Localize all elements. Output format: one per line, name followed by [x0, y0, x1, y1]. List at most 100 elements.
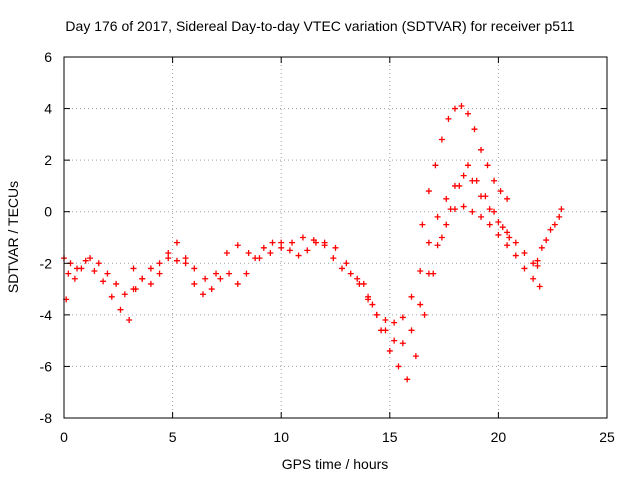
- data-point: [165, 255, 172, 262]
- data-point: [121, 291, 128, 298]
- data-point: [521, 249, 528, 256]
- data-point: [330, 255, 337, 262]
- data-point: [408, 293, 415, 300]
- data-point: [419, 221, 426, 228]
- data-point: [286, 247, 293, 254]
- data-point: [391, 319, 398, 326]
- data-point: [182, 260, 189, 267]
- data-point: [365, 296, 372, 303]
- data-point: [117, 306, 124, 313]
- data-point: [234, 242, 241, 249]
- data-point: [139, 275, 146, 282]
- x-tick-label: 10: [273, 429, 289, 445]
- data-point: [369, 301, 376, 308]
- data-point: [421, 311, 428, 318]
- x-axis-label: GPS time / hours: [281, 456, 389, 472]
- data-point: [267, 249, 274, 256]
- series-track-e: [534, 206, 565, 264]
- data-point: [108, 293, 115, 300]
- axis-ticks: 0 5 10 15 20 25 -8 -6 -4 -2 0 2 4 6: [40, 49, 615, 445]
- data-point: [543, 237, 550, 244]
- data-point: [217, 275, 224, 282]
- data-point: [104, 270, 111, 277]
- data-point: [87, 255, 94, 262]
- data-point: [443, 221, 450, 228]
- data-point: [245, 249, 252, 256]
- data-point: [495, 231, 502, 238]
- series-track-c: [360, 162, 513, 383]
- data-point: [252, 255, 259, 262]
- data-point: [278, 244, 285, 251]
- data-point: [512, 239, 519, 246]
- data-point: [78, 265, 85, 272]
- data-point: [499, 224, 506, 231]
- data-point: [412, 353, 419, 360]
- data-point: [551, 221, 558, 228]
- data-point: [71, 275, 78, 282]
- data-point: [373, 311, 380, 318]
- data-point: [147, 280, 154, 287]
- data-point: [312, 239, 319, 246]
- data-point: [445, 115, 452, 122]
- series-track-f: [61, 255, 137, 298]
- data-point: [200, 291, 207, 298]
- data-point: [165, 249, 172, 256]
- grid-lines: [64, 57, 607, 418]
- data-point: [434, 242, 441, 249]
- data-point: [339, 265, 346, 272]
- data-point: [223, 249, 230, 256]
- chart-title: Day 176 of 2017, Sidereal Day-to-day VTE…: [65, 18, 575, 34]
- data-point: [213, 270, 220, 277]
- data-point: [332, 244, 339, 251]
- data-point: [425, 239, 432, 246]
- data-point: [226, 270, 233, 277]
- data-point: [269, 239, 276, 246]
- data-point: [497, 188, 504, 195]
- data-point: [391, 337, 398, 344]
- data-point: [156, 270, 163, 277]
- data-point: [191, 280, 198, 287]
- data-point: [432, 162, 439, 169]
- data-point: [126, 317, 133, 324]
- data-point: [130, 265, 137, 272]
- data-point: [399, 340, 406, 347]
- data-point: [234, 280, 241, 287]
- series-track-b: [130, 172, 541, 326]
- data-point: [304, 247, 311, 254]
- data-point: [458, 102, 465, 109]
- data-point: [495, 219, 502, 226]
- data-point: [299, 234, 306, 241]
- data-point: [386, 347, 393, 354]
- data-points: [61, 102, 565, 383]
- data-point: [95, 260, 102, 267]
- data-point: [491, 177, 498, 184]
- data-point: [147, 265, 154, 272]
- data-point: [478, 213, 485, 220]
- data-point: [202, 275, 209, 282]
- data-point: [456, 182, 463, 189]
- data-point: [173, 257, 180, 264]
- data-point: [434, 213, 441, 220]
- data-point: [484, 162, 491, 169]
- data-point: [491, 208, 498, 215]
- data-point: [556, 213, 563, 220]
- data-point: [521, 265, 528, 272]
- data-point: [478, 146, 485, 153]
- x-tick-label: 15: [382, 429, 398, 445]
- data-point: [191, 265, 198, 272]
- data-point: [504, 229, 511, 236]
- x-tick-label: 5: [169, 429, 177, 445]
- data-point: [91, 268, 98, 275]
- data-point: [438, 234, 445, 241]
- series-track-d: [419, 102, 511, 228]
- y-tick-label: -2: [40, 255, 53, 271]
- data-point: [156, 260, 163, 267]
- x-tick-label: 25: [599, 429, 615, 445]
- data-point: [278, 239, 285, 246]
- data-point: [482, 193, 489, 200]
- data-point: [512, 252, 519, 259]
- data-point: [289, 239, 296, 246]
- y-tick-label: 6: [44, 49, 52, 65]
- data-point: [504, 242, 511, 249]
- data-point: [354, 275, 361, 282]
